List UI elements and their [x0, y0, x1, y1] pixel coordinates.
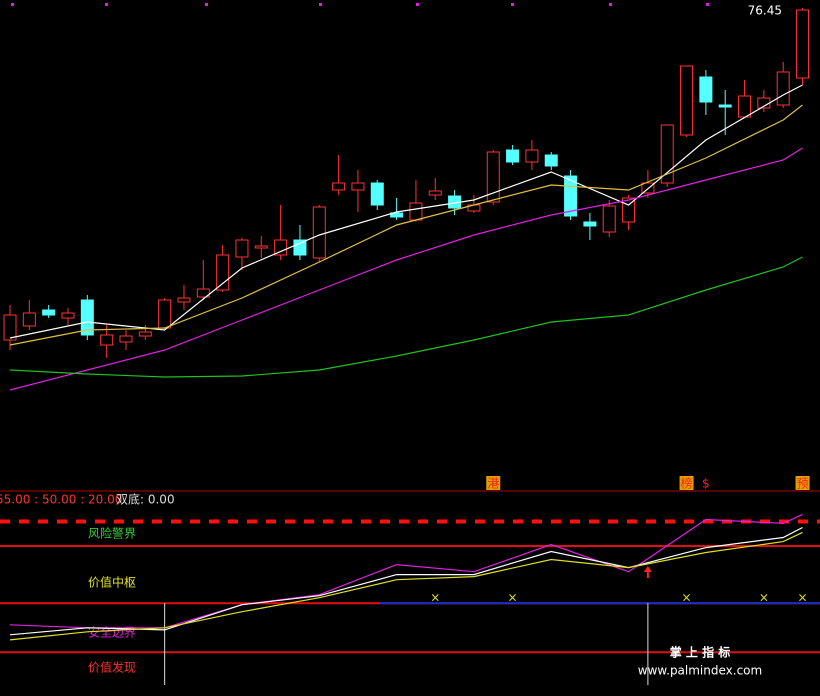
zone-label: 价值发现	[88, 660, 136, 675]
candle-body	[660, 124, 674, 184]
zone-label: 安全边界	[88, 625, 136, 640]
candle-body	[100, 334, 114, 346]
indicator-line	[9, 104, 803, 346]
zone-label: 价值中枢	[88, 575, 136, 590]
zone-label: 风险警界	[88, 526, 136, 541]
candle-body	[235, 239, 249, 258]
candle-body	[158, 299, 172, 329]
candle-body	[216, 254, 230, 291]
candle-body	[486, 151, 500, 203]
indicator-line	[9, 526, 803, 636]
candle-body	[718, 104, 732, 108]
max-price-label: 76.45	[748, 4, 782, 18]
candle-body	[177, 297, 191, 303]
signal-x: ×	[508, 591, 518, 605]
candle-body	[602, 205, 616, 233]
indicator-line	[9, 147, 803, 391]
candle-body	[196, 288, 210, 298]
candle-body	[390, 212, 404, 218]
signal-x: ×	[797, 591, 807, 605]
marker-box	[679, 476, 694, 490]
header-bottom: 双底: 0.00	[116, 492, 175, 507]
top-dots	[11, 3, 709, 6]
indicator-line	[9, 256, 803, 378]
marker: 港	[487, 477, 499, 491]
candle-body	[312, 206, 326, 259]
candle-body	[506, 149, 520, 163]
candle-body	[544, 154, 558, 167]
candle-body	[525, 149, 539, 163]
indicator-line	[9, 531, 803, 641]
signal-x: ×	[430, 591, 440, 605]
candle-body	[370, 182, 384, 206]
watermark: 掌 上 指 标	[670, 645, 731, 660]
candle-body	[22, 312, 36, 327]
signal-x: ×	[682, 591, 692, 605]
candle-body	[680, 65, 694, 136]
candle-body	[428, 190, 442, 196]
candle-body	[3, 314, 17, 341]
marker: 榜	[681, 476, 693, 491]
candle-body	[699, 76, 713, 103]
candle-body	[409, 202, 423, 221]
watermark-url: www.palmindex.com	[638, 664, 762, 678]
marker-box	[795, 476, 810, 490]
candle-body	[738, 95, 752, 118]
candle-body	[80, 299, 94, 336]
marker-box	[486, 476, 501, 490]
candle-body	[42, 309, 56, 316]
indicator-line	[9, 513, 803, 629]
candle-body	[274, 239, 288, 256]
candle-body	[293, 239, 307, 256]
candle-body	[332, 182, 346, 191]
candle-body	[583, 221, 597, 227]
candle-body	[254, 245, 268, 249]
candle-body	[138, 331, 152, 337]
candle-body	[351, 182, 365, 191]
header-params: 55.00 : 50.00 : 20.00	[0, 493, 122, 507]
candle-body	[796, 9, 810, 79]
marker: $	[702, 477, 710, 491]
candle-body	[61, 312, 75, 319]
signal-x: ×	[759, 591, 769, 605]
marker: 预	[797, 477, 809, 491]
candle-body	[119, 335, 133, 343]
candle-body	[776, 71, 790, 106]
buy-arrow	[643, 566, 652, 578]
